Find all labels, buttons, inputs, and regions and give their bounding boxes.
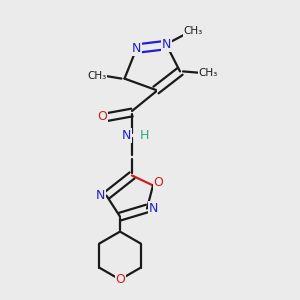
Text: N: N: [132, 42, 141, 55]
Text: N: N: [122, 129, 131, 142]
Text: O: O: [154, 176, 163, 189]
Text: O: O: [116, 273, 125, 286]
Text: CH₃: CH₃: [184, 26, 203, 37]
Text: H: H: [139, 129, 149, 142]
Text: O: O: [97, 110, 107, 124]
Text: CH₃: CH₃: [87, 70, 106, 81]
Text: CH₃: CH₃: [198, 68, 218, 78]
Text: N: N: [96, 189, 105, 202]
Text: N: N: [162, 38, 171, 52]
Text: N: N: [149, 202, 158, 215]
